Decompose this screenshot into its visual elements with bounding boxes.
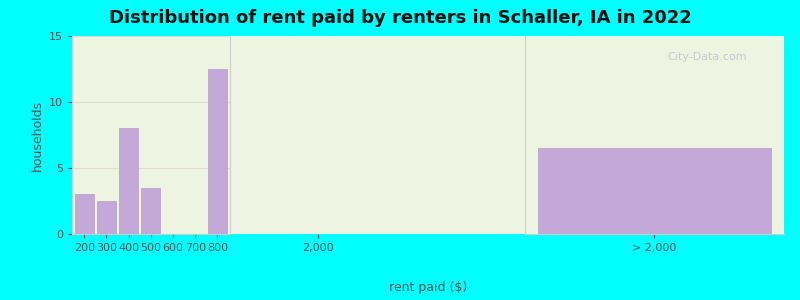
Text: Distribution of rent paid by renters in Schaller, IA in 2022: Distribution of rent paid by renters in …	[109, 9, 691, 27]
Y-axis label: households: households	[30, 99, 43, 171]
Text: City-Data.com: City-Data.com	[667, 52, 747, 62]
Text: rent paid ($): rent paid ($)	[389, 281, 467, 295]
Bar	[119, 128, 138, 234]
Bar	[208, 69, 227, 234]
Bar	[97, 201, 116, 234]
Bar	[74, 194, 94, 234]
Bar	[142, 188, 160, 234]
Bar	[538, 148, 771, 234]
